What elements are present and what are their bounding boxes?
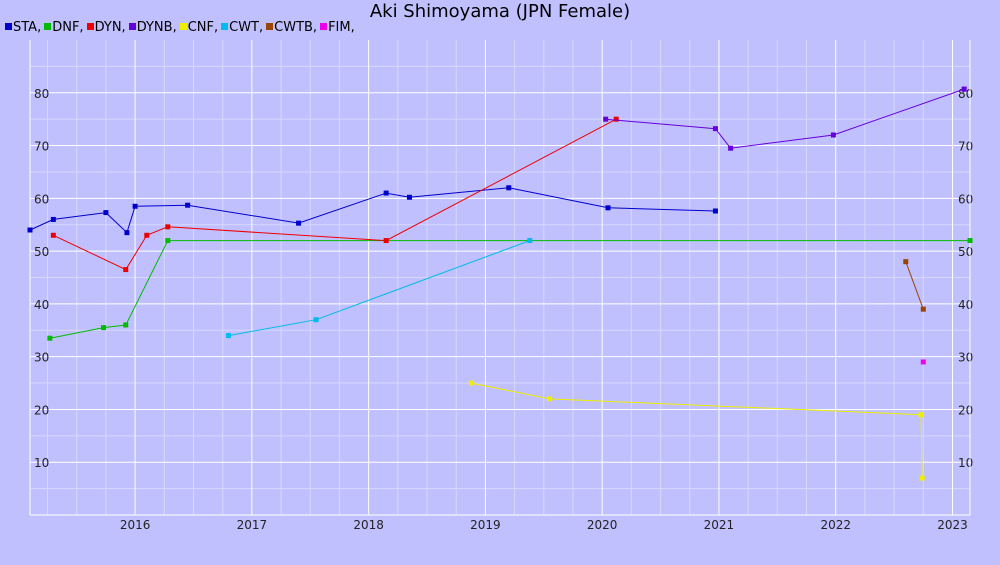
- data-point-cnf: [919, 475, 925, 481]
- data-point-sta: [506, 185, 512, 191]
- x-tick-label: 2021: [704, 518, 735, 532]
- x-tick-label: 2016: [120, 518, 151, 532]
- data-point-cnf: [468, 380, 474, 386]
- legend-label: DNF,: [52, 20, 84, 35]
- data-point-cwt: [313, 317, 319, 323]
- data-point-dyn: [50, 232, 56, 238]
- y-tick-label-left: 60: [34, 192, 49, 206]
- legend-swatch: [221, 23, 229, 30]
- series-line-dynb: [605, 88, 965, 149]
- legend-swatch: [179, 23, 187, 30]
- data-point-sta: [185, 202, 191, 208]
- data-point-sta: [712, 208, 718, 214]
- legend: STA, DNF, DYN, DYNB, CNF, CWT, CWTB, FIM,: [5, 19, 358, 37]
- x-tick-label: 2017: [237, 518, 268, 532]
- series-line-sta: [29, 187, 716, 234]
- data-point-dyn: [165, 224, 171, 230]
- chart-title: Aki Shimoyama (JPN Female): [369, 1, 631, 22]
- legend-item-cwtb: CWTB,: [266, 19, 317, 37]
- data-point-cwtb: [903, 259, 909, 265]
- series-line-cnf: [471, 382, 923, 479]
- x-tick-label: 2018: [353, 518, 384, 532]
- data-point-dnf: [165, 238, 171, 244]
- data-point-dyn: [123, 267, 129, 273]
- series-line-dnf: [49, 240, 970, 339]
- legend-item-cnf: CNF,: [179, 19, 219, 37]
- legend-label: CWTB,: [274, 20, 318, 35]
- legend-label: FIM,: [328, 20, 355, 35]
- data-point-sta: [132, 203, 138, 209]
- data-point-sta: [103, 210, 109, 216]
- legend-swatch: [320, 23, 328, 30]
- legend-label: DYNB,: [136, 20, 177, 35]
- legend-swatch: [128, 23, 136, 30]
- data-point-sta: [605, 205, 611, 211]
- y-tick-label-right: 60: [958, 192, 973, 206]
- legend-swatch: [86, 23, 94, 30]
- legend-item-dyn: DYN,: [86, 19, 126, 37]
- y-tick-label-right: 40: [958, 298, 973, 312]
- data-point-dynb: [712, 126, 718, 132]
- data-point-dynb: [830, 132, 836, 138]
- data-point-sta: [407, 194, 413, 200]
- data-point-cwt: [527, 238, 533, 244]
- legend-swatch: [44, 23, 52, 30]
- legend-label: DYN,: [94, 20, 126, 35]
- data-point-dnf: [101, 325, 107, 331]
- legend-item-cwt: CWT,: [221, 19, 263, 37]
- y-tick-label-right: 30: [958, 351, 973, 365]
- y-tick-label-left: 20: [34, 403, 49, 417]
- legend-item-fim: FIM,: [320, 19, 355, 37]
- y-tick-label-left: 10: [34, 456, 49, 470]
- y-tick-label-left: 50: [34, 245, 49, 259]
- data-point-fim: [920, 359, 926, 365]
- y-tick-label-left: 70: [34, 140, 49, 154]
- data-point-dynb: [603, 116, 609, 122]
- legend-swatch: [5, 23, 12, 30]
- y-tick-label-right: 10: [958, 456, 973, 470]
- x-tick-label: 2023: [937, 518, 968, 532]
- data-point-dynb: [961, 86, 967, 92]
- y-tick-label-left: 80: [34, 87, 49, 101]
- data-point-dnf: [967, 238, 973, 244]
- data-point-dyn: [613, 116, 619, 122]
- data-point-sta: [383, 190, 389, 196]
- y-tick-label-right: 20: [958, 403, 973, 417]
- x-tick-label: 2019: [470, 518, 501, 532]
- legend-label: CWT,: [229, 20, 264, 35]
- data-point-cnf: [547, 396, 553, 402]
- series-line-dyn: [53, 118, 617, 271]
- legend-item-dynb: DYNB,: [128, 19, 177, 37]
- data-point-cwt: [226, 333, 232, 339]
- data-point-dynb: [728, 145, 734, 151]
- y-tick-label-right: 70: [958, 140, 973, 154]
- legend-item-sta: STA,: [5, 19, 41, 37]
- y-tick-label-left: 30: [34, 351, 49, 365]
- series-line-cwt: [228, 240, 530, 337]
- y-tick-label-right: 50: [958, 245, 973, 259]
- y-tick-label-left: 40: [34, 298, 49, 312]
- series-line-cwtb: [905, 261, 924, 310]
- data-point-sta: [124, 230, 130, 236]
- data-point-sta: [296, 220, 302, 226]
- data-point-dnf: [123, 322, 129, 328]
- data-point-cwtb: [920, 306, 926, 312]
- x-tick-label: 2020: [587, 518, 618, 532]
- data-point-dnf: [47, 335, 53, 341]
- data-point-dyn: [383, 238, 389, 244]
- legend-label: CNF,: [187, 20, 219, 35]
- legend-label: STA,: [13, 20, 42, 35]
- legend-swatch: [266, 23, 274, 30]
- legend-item-dnf: DNF,: [44, 19, 84, 37]
- data-point-sta: [27, 227, 33, 233]
- data-point-cnf: [918, 412, 924, 418]
- data-point-dyn: [144, 232, 150, 238]
- data-point-sta: [50, 216, 56, 222]
- x-tick-label: 2022: [820, 518, 851, 532]
